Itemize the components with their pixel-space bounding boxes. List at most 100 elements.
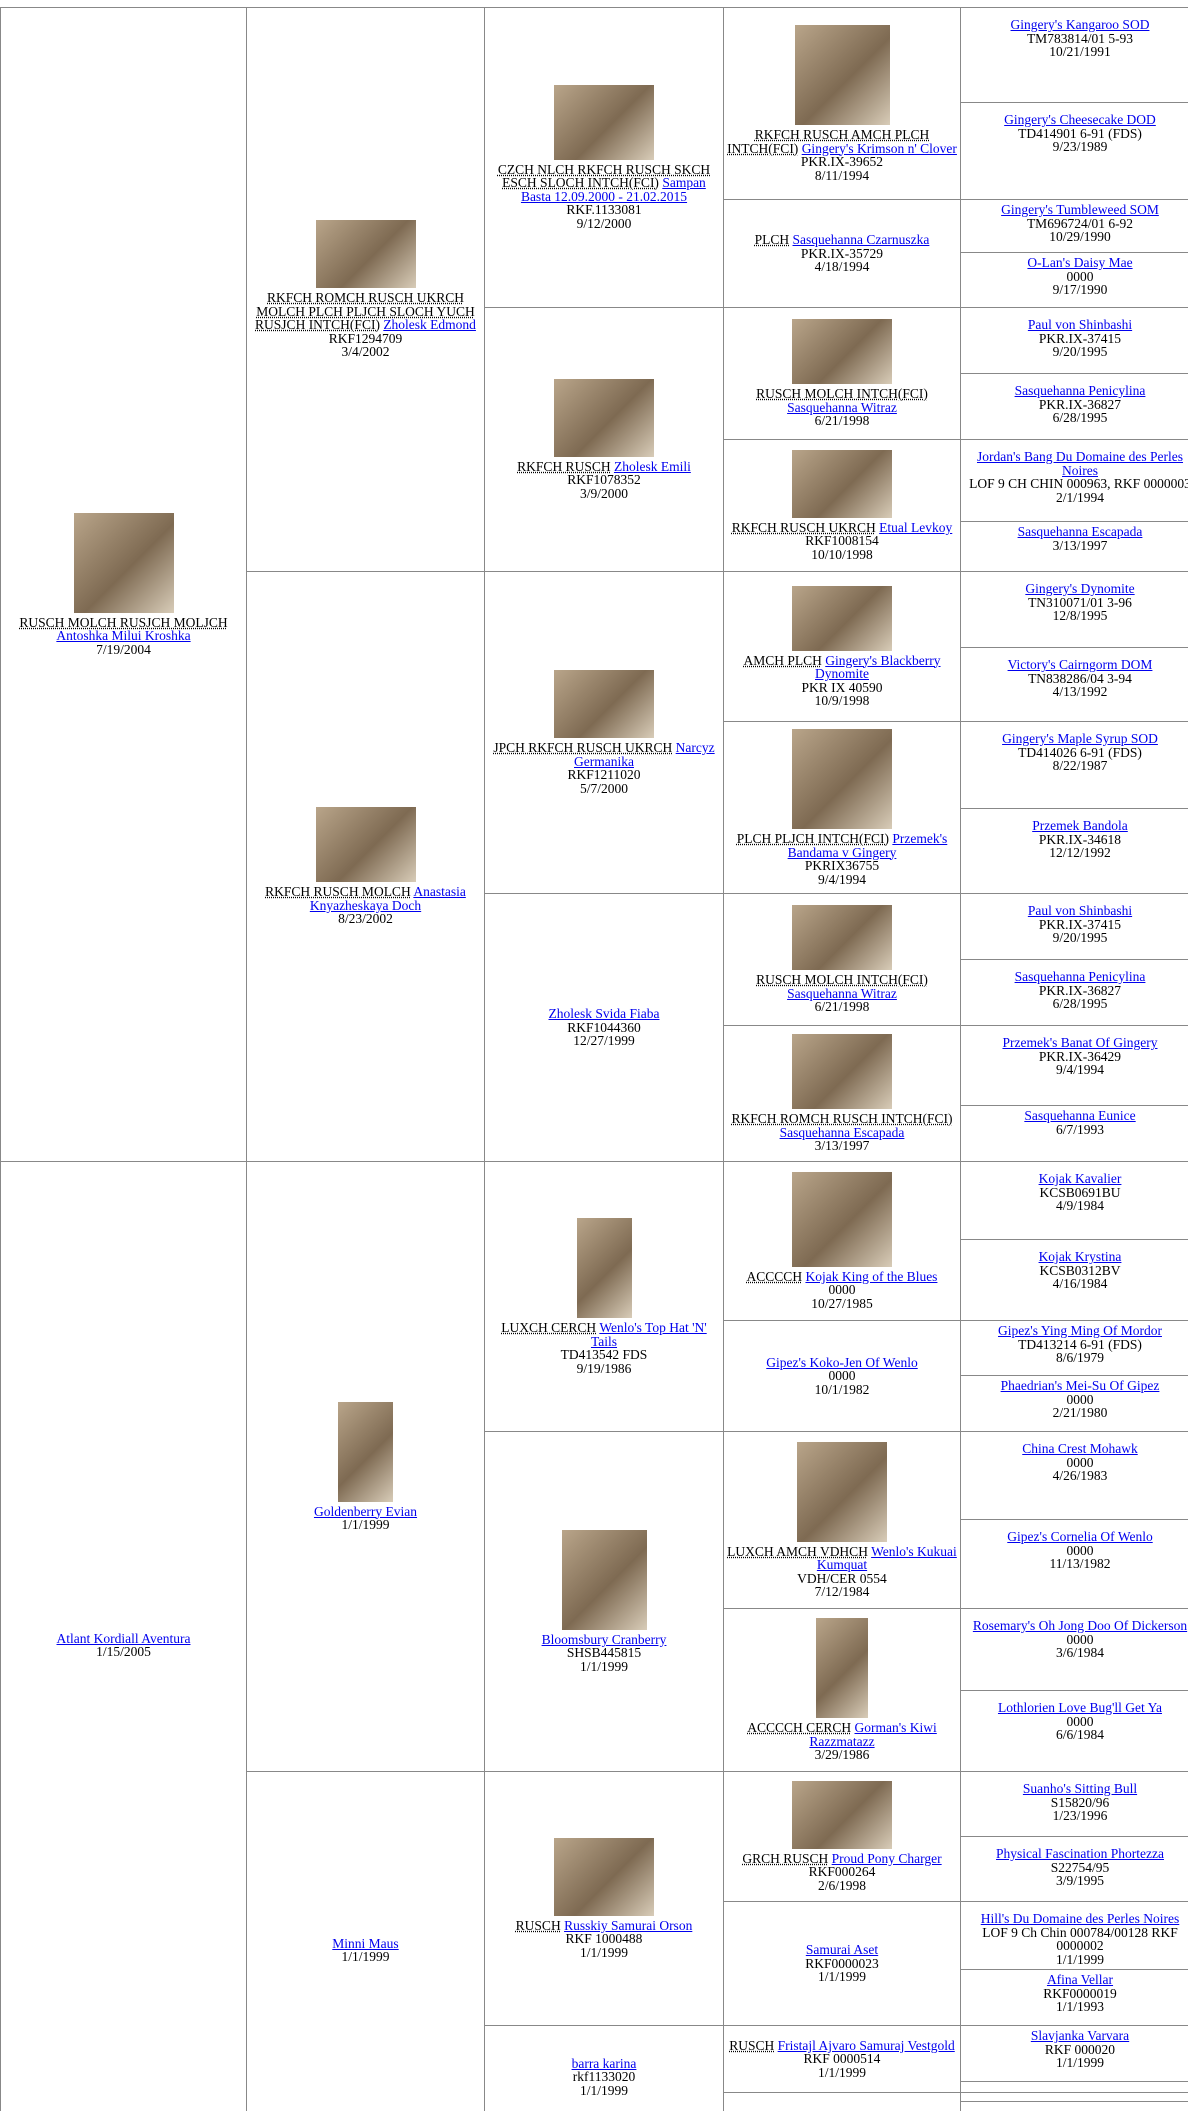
dog-link[interactable]: Atlant Kordiall Aventura: [56, 1630, 191, 1646]
dog-link[interactable]: Slavjanka Varvara: [1030, 2028, 1130, 2043]
registration: PKR.IX-37415: [1038, 330, 1122, 346]
registration: 0000: [1066, 1713, 1094, 1729]
dog-link[interactable]: Anastasia Knyazheskaya Doch: [309, 884, 466, 913]
pedigree-cell: LUXCH CERCH Wenlo's Top Hat 'N' Tails TD4…: [484, 1161, 724, 1432]
pedigree-cell: PLCH PLJCH INTCH(FCI) Przemek's Bandama …: [723, 721, 961, 894]
dog-link[interactable]: Minni Maus: [332, 1935, 399, 1951]
dog-link[interactable]: Samurai Aset: [805, 1942, 879, 1958]
dog-link[interactable]: Sasquehanna Escapada: [1017, 524, 1143, 539]
birth-date: 10/21/1991: [1049, 44, 1111, 59]
pedigree-cell: Hill's Du Domaine des Perles Noires LOF 9…: [960, 1901, 1188, 1970]
birth-date: 6/28/1995: [1052, 410, 1108, 425]
dog-link[interactable]: Paul von Shinbashi: [1027, 903, 1133, 918]
registration: LOF 9 CH CHIN 000963, RKF 0000003: [969, 476, 1188, 491]
birth-date: 8/23/2002: [338, 911, 393, 927]
dog-link[interactable]: Wenlo's Top Hat 'N' Tails: [590, 1320, 707, 1349]
dog-link[interactable]: Gingery's Cheesecake DOD: [1004, 112, 1156, 127]
dog-link[interactable]: Lothlorien Love Bug'll Get Ya: [997, 1700, 1163, 1715]
dog-link[interactable]: Rosemary's Oh Jong Doo Of Dickerson: [972, 1618, 1188, 1633]
dog-link[interactable]: Sasquehanna Eunice: [1024, 1108, 1136, 1123]
pedigree-cell: Samurai Aset RKF0000023 1/1/1999: [723, 1901, 961, 2026]
name-line: Gingery's Kangaroo SOD: [1011, 18, 1150, 32]
titles: PLCH PLJCH INTCH(FCI): [736, 831, 889, 846]
dog-link[interactable]: Przemek's Banat Of Gingery: [1002, 1035, 1158, 1050]
name-line: RKFCH RUSCH AMCH PLCH INTCH(FCI) Gingery…: [727, 128, 957, 155]
dog-link[interactable]: Sasquehanna Penicylina: [1014, 969, 1146, 984]
name-line: RUSCH Fristajl Ajvaro Samuraj Vestgold: [729, 2039, 955, 2053]
dog-link[interactable]: Afina Vellar: [1046, 1972, 1114, 1987]
dog-link[interactable]: O-Lan's Daisy Mae: [1027, 255, 1133, 270]
dog-link[interactable]: Sasquehanna Witraz: [787, 399, 897, 415]
dog-link[interactable]: Kojak King of the Blues: [805, 1268, 938, 1284]
dog-link[interactable]: Gingery's Maple Syrup SOD: [1002, 731, 1158, 746]
dog-link[interactable]: Phaedrian's Mei-Su Of Gipez: [1000, 1378, 1160, 1393]
registration: PKR.IX-36827: [1038, 396, 1122, 412]
birth-date: 4/26/1983: [1052, 1468, 1108, 1483]
dog-link[interactable]: Bloomsbury Cranberry: [541, 1631, 667, 1647]
dog-link[interactable]: Gingery's Krimson n' Clover: [801, 140, 957, 156]
birth-date: 9/20/1995: [1052, 344, 1108, 359]
dog-link[interactable]: Gingery's Dynomite: [1025, 581, 1135, 596]
dog-link[interactable]: Kojak Kavalier: [1038, 1171, 1122, 1186]
birth-date: 11/13/1982: [1049, 1556, 1111, 1571]
dog-link[interactable]: Russkiy Samurai Orson: [564, 1917, 693, 1933]
name-line: PLCH PLJCH INTCH(FCI) Przemek's Bandama …: [727, 832, 957, 859]
dog-link[interactable]: Gipez's Ying Ming Of Mordor: [998, 1323, 1162, 1338]
birth-date: 1/1/1999: [1055, 2055, 1104, 2070]
birth-date: 9/20/1995: [1052, 930, 1108, 945]
registration: PKR.IX-36429: [1038, 1048, 1122, 1064]
registration: PKR.IX-35729: [800, 245, 884, 261]
dog-link[interactable]: China Crest Mohawk: [1022, 1441, 1138, 1456]
dog-link[interactable]: Etual Levkoy: [879, 519, 953, 535]
birth-date: 1/1/1999: [579, 2082, 628, 2098]
dog-link[interactable]: Fristajl Ajvaro Samuraj Vestgold: [777, 2037, 955, 2053]
dog-link[interactable]: Sasquehanna Witraz: [787, 985, 897, 1001]
registration: VDH/CER 0554: [797, 1570, 887, 1586]
dog-link[interactable]: Gorman's Kiwi Razzmatazz: [809, 1720, 937, 1749]
dog-link[interactable]: Narcyz Germanika: [574, 740, 715, 769]
dog-link[interactable]: Goldenberry Evian: [313, 1503, 418, 1519]
pedigree-cell: Gingery's Dynomite TN310071/01 3-96 12/8/1…: [960, 571, 1188, 648]
name-line: JPCH RKFCH RUSCH UKRCH Narcyz Germanika: [488, 741, 720, 768]
dog-link[interactable]: Sasquehanna Czarnuszka: [792, 232, 930, 248]
pedigree-cell: RUSCH Russkiy Samurai Orson RKF 1000488 1/…: [484, 1771, 724, 2026]
dog-link[interactable]: Sasquehanna Escapada: [779, 1124, 905, 1140]
dog-link[interactable]: Wenlo's Kukuai Kumquat: [816, 1543, 957, 1572]
titles: RUSCH: [729, 2037, 775, 2053]
dog-link[interactable]: Gipez's Koko-Jen Of Wenlo: [766, 1354, 918, 1370]
birth-date: 2/6/1998: [817, 1877, 866, 1893]
dog-link[interactable]: Jordan's Bang Du Domaine des Perles Noir…: [976, 449, 1184, 478]
dog-link[interactable]: Physical Fascination Phortezza: [996, 1846, 1164, 1861]
dog-link[interactable]: Przemek's Bandama v Gingery: [787, 831, 948, 860]
dog-link[interactable]: Sasquehanna Penicylina: [1014, 383, 1146, 398]
dog-link[interactable]: Kojak Krystina: [1038, 1249, 1122, 1264]
dog-link[interactable]: barra karina: [571, 2055, 637, 2071]
dog-link[interactable]: Gingery's Tumbleweed SOM: [1001, 202, 1159, 217]
dog-link[interactable]: Paul von Shinbashi: [1027, 317, 1133, 332]
dog-link[interactable]: Zholesk Edmond: [383, 317, 476, 333]
birth-date: 12/12/1992: [1049, 845, 1111, 860]
dog-link[interactable]: Przemek Bandola: [1032, 818, 1128, 833]
dog-link[interactable]: Antoshka Milui Kroshka: [56, 628, 191, 644]
dog-link[interactable]: Hill's Du Domaine des Perles Noires: [980, 1911, 1180, 1926]
titles: RUSCH: [515, 1917, 561, 1933]
dog-link[interactable]: Zholesk Svida Fiaba: [548, 1006, 660, 1022]
name-line: Rosemary's Oh Jong Doo Of Dickerson: [973, 1619, 1187, 1633]
dog-link[interactable]: Gingery's Blackberry Dynomite: [815, 652, 941, 681]
registration: TD414026 6-91 (FDS): [1018, 744, 1142, 760]
dog-photo: [73, 512, 174, 613]
pedigree-cell: Afina Vellar RKF0000019 1/1/1993: [960, 1969, 1188, 2026]
dog-link[interactable]: Zholesk Emili: [613, 458, 691, 474]
dog-link[interactable]: Gingery's Kangaroo SOD: [1010, 17, 1150, 32]
dog-link[interactable]: Proud Pony Charger: [831, 1850, 942, 1866]
pedigree-cell: Gipez's Koko-Jen Of Wenlo 0000 10/1/1982: [723, 1320, 961, 1432]
dog-link[interactable]: Sampan Basta 12.09.2000 - 21.02.2015: [520, 175, 706, 204]
dog-link[interactable]: Victory's Cairngorm DOM: [1007, 657, 1153, 672]
birth-date: 9/12/2000: [576, 215, 632, 231]
pedigree-cell: ACCCCH CERCH Gorman's Kiwi Razzmatazz 3/2…: [723, 1608, 961, 1772]
birth-date: 6/6/1984: [1055, 1727, 1104, 1742]
dog-link[interactable]: Suanho's Sitting Bull: [1022, 1781, 1138, 1796]
pedigree-cell: Gipez's Ying Ming Of Mordor TD413214 6-91…: [960, 1320, 1188, 1376]
name-line: RKFCH ROMCH RUSCH UKRCH MOLCH PLCH PLJCH…: [250, 291, 481, 332]
dog-link[interactable]: Gipez's Cornelia Of Wenlo: [1007, 1529, 1153, 1544]
